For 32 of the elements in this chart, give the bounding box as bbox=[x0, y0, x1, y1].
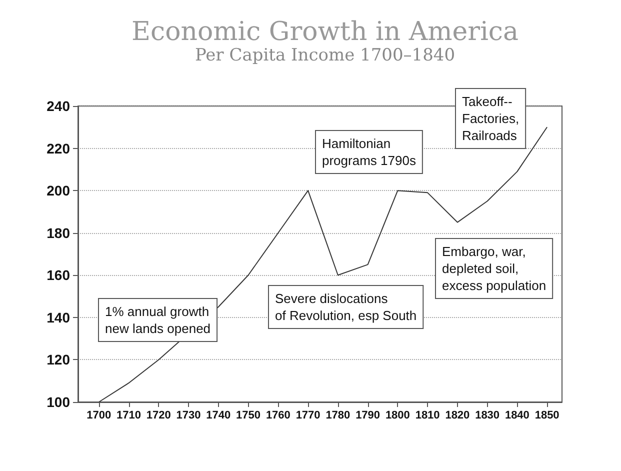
annotation: Embargo, war, depleted soil, excess population bbox=[442, 244, 546, 293]
y-tick-label: 200 bbox=[46, 182, 70, 199]
chart-subtitle: Per Capita Income 1700–1840 bbox=[194, 46, 456, 66]
x-tick-label: 1840 bbox=[504, 410, 530, 422]
annotation: Takeoff-- Factories, Railroads bbox=[462, 94, 520, 143]
x-tick-label: 1770 bbox=[296, 410, 320, 422]
x-tick-label: 1820 bbox=[445, 410, 470, 422]
x-tick-label: 1740 bbox=[206, 410, 231, 422]
y-tick-label: 160 bbox=[46, 267, 70, 284]
x-tick-label: 1760 bbox=[266, 410, 290, 422]
x-tick-label: 1780 bbox=[326, 410, 350, 422]
x-tick-label: 1800 bbox=[385, 410, 410, 422]
annotation: 1% annual growth new lands opened bbox=[105, 304, 211, 336]
x-tick-label: 1850 bbox=[534, 410, 560, 422]
y-tick-label: 120 bbox=[46, 352, 70, 368]
line-series bbox=[98, 126, 548, 402]
y-tick-label: 140 bbox=[46, 309, 70, 326]
x-tick-label: 1790 bbox=[356, 410, 380, 422]
x-tick-label: 1730 bbox=[176, 410, 201, 422]
annotation: Hamiltonian programs 1790s bbox=[322, 136, 416, 168]
chart-title: Economic Growth in America bbox=[132, 17, 518, 47]
y-tick-label: 240 bbox=[46, 98, 70, 114]
x-tick-label: 1700 bbox=[86, 410, 112, 422]
x-tick-label: 1810 bbox=[415, 410, 440, 422]
y-tick-label: 180 bbox=[46, 224, 70, 241]
x-tick-label: 1750 bbox=[236, 410, 261, 422]
y-tick-label: 100 bbox=[46, 394, 70, 410]
annotation: Severe dislocations of Revolution, esp South bbox=[275, 291, 417, 323]
x-tick-label: 1710 bbox=[116, 410, 142, 422]
x-tick-label: 1720 bbox=[146, 410, 171, 422]
y-tick-label: 220 bbox=[46, 140, 70, 156]
x-tick-label: 1830 bbox=[475, 410, 500, 422]
